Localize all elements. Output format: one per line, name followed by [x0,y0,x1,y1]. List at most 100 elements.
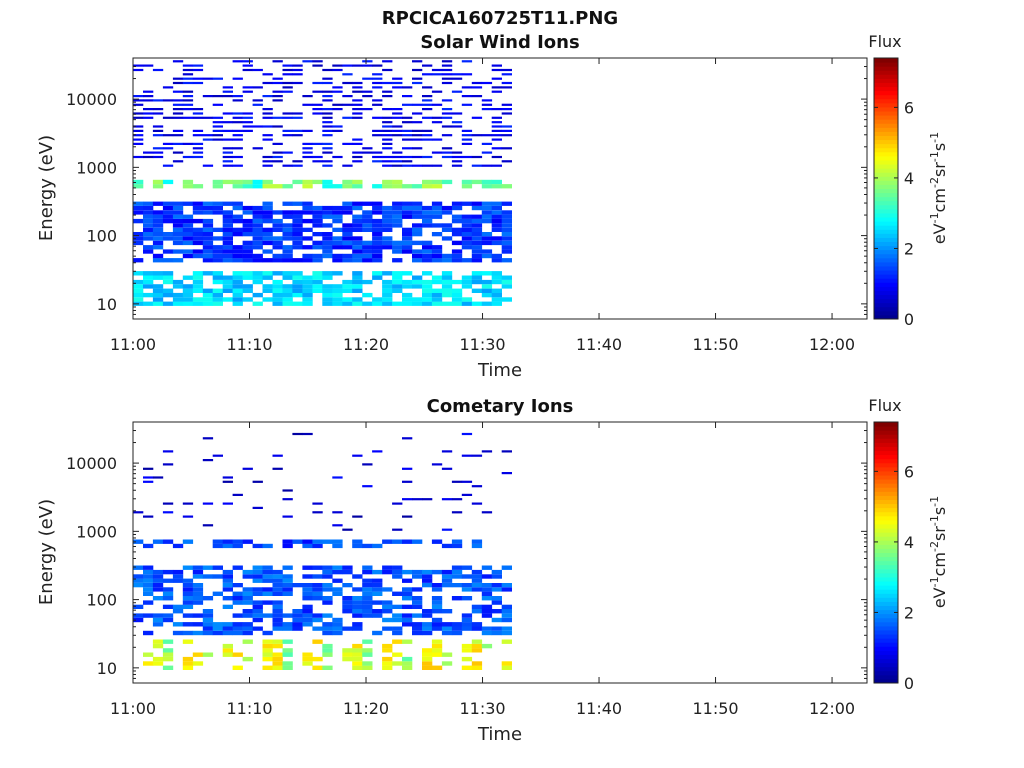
heatmap-cell [441,64,453,67]
heatmap-cell [372,201,383,206]
heatmap-cell [422,240,433,246]
heatmap-cell [481,151,493,154]
colorbar-segment [874,621,898,627]
heatmap-cell [212,565,223,570]
heatmap-cell [282,613,293,618]
heatmap-cell [312,253,323,259]
heatmap-cell [152,288,164,293]
heatmap-cell [372,205,383,211]
heatmap-cell [352,301,363,306]
heatmap-cell [172,609,184,614]
heatmap-cell [352,454,363,457]
heatmap-cell [282,639,293,644]
heatmap-cell [133,258,144,263]
heatmap-cell [412,622,423,627]
heatmap-cell [491,223,502,228]
heatmap-cell [422,297,433,302]
colorbar-segment [874,609,898,615]
heatmap-cell [332,245,343,250]
heatmap-cell [392,184,403,189]
heatmap-cell [192,184,204,189]
heatmap-cell [182,236,194,241]
heatmap-cell [182,596,194,601]
heatmap-cell [172,142,184,145]
colorbar-segment [874,115,898,120]
heatmap-cell [192,613,204,618]
colorbar-segment [874,82,898,88]
heatmap-cell [222,574,233,579]
heatmap-cell [422,271,433,276]
heatmap-cell [402,103,413,106]
heatmap-cell [302,151,313,154]
heatmap-cell [162,258,174,263]
heatmap-cell [431,648,443,653]
heatmap-cell [412,297,423,302]
heatmap-cell [322,288,333,293]
heatmap-cell [192,218,204,224]
heatmap-cell [481,613,493,618]
heatmap-cell [431,214,443,219]
heatmap-cell [402,147,413,150]
heatmap-cell [372,275,383,280]
heatmap-cell [412,284,423,289]
heatmap-cell [322,253,333,259]
heatmap-cell [202,524,214,527]
heatmap-cell [392,112,403,115]
heatmap-cell [312,245,323,250]
heatmap-cell [382,184,393,189]
heatmap-cell [312,565,323,570]
heatmap-cell [192,583,204,588]
heatmap-cell [212,591,223,596]
heatmap-cell [402,617,413,623]
heatmap-cell [212,626,223,631]
heatmap-cell [143,587,154,592]
colorbar-segment [874,164,898,169]
heatmap-cell [252,587,263,592]
heatmap-cell [242,569,253,575]
heatmap-cell [133,95,144,98]
heatmap-cell [422,205,433,211]
heatmap-cell [182,95,194,98]
heatmap-cell [212,236,223,241]
heatmap-cell [342,652,353,657]
colorbar-segment [874,597,898,602]
heatmap-cell [222,543,233,549]
heatmap-cell [431,90,443,93]
heatmap-cell [372,249,383,254]
heatmap-cell [242,90,253,93]
heatmap-cell [143,613,154,618]
heatmap-cell [242,205,253,211]
heatmap-cell [143,108,154,111]
heatmap-cell [461,155,473,159]
heatmap-cell [372,151,383,154]
heatmap-cell [362,279,373,285]
heatmap-cell [152,258,164,263]
heatmap-cell [302,284,313,289]
solar-wind-colorbar-units: eV-1cm-2sr-1s-1 [928,132,949,244]
heatmap-cell [461,587,473,592]
heatmap-cell [222,539,233,544]
heatmap-cell [282,622,293,627]
heatmap-cell [422,630,433,636]
heatmap-cell [412,604,423,609]
heatmap-cell [491,147,502,150]
heatmap-cell [222,569,233,575]
heatmap-cell [182,301,194,306]
heatmap-cell [222,275,233,280]
heatmap-cell [481,210,493,215]
heatmap-cell [461,218,473,224]
heatmap-cell [262,271,273,276]
heatmap-cell [342,227,353,232]
heatmap-cell [272,467,283,470]
heatmap-cell [332,90,343,93]
heatmap-cell [422,179,433,185]
heatmap-cell [352,201,363,206]
heatmap-cell [501,617,512,623]
heatmap-cell [412,164,423,167]
heatmap-cell [402,515,413,518]
heatmap-cell [143,271,154,276]
heatmap-cell [471,569,483,575]
heatmap-cell [272,297,283,302]
heatmap-cell [282,515,293,518]
heatmap-cell [372,543,383,549]
